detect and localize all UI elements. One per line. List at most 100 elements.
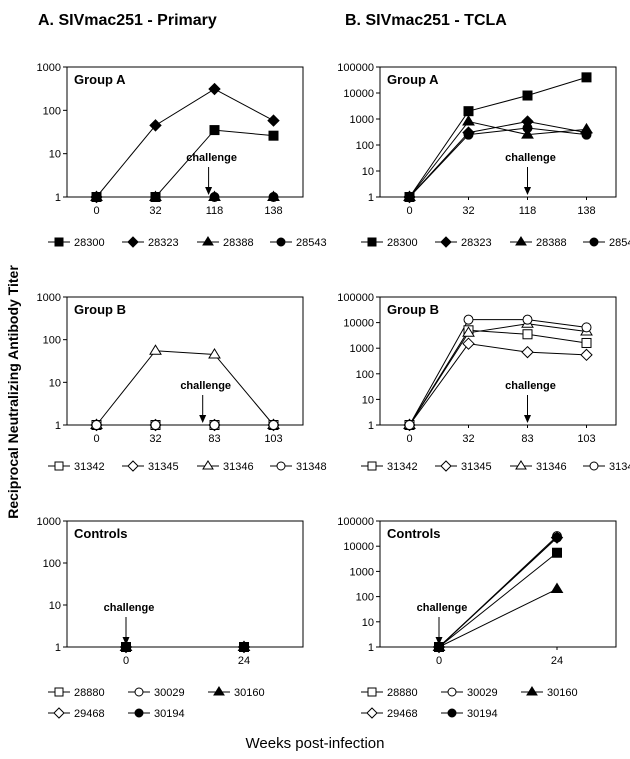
data-point-28388: [521, 128, 534, 139]
legend-marker-31345: [440, 460, 452, 472]
panel-b-group-a: 1 10 100 1000 10000 100000 0 32 118 138 Group A cha…: [337, 62, 630, 249]
challenge-label: challenge: [505, 380, 556, 392]
x-tick-label: 32: [149, 433, 161, 445]
data-point-31348: [91, 420, 102, 430]
series-line-28300: [96, 129, 274, 198]
data-point-28543: [91, 192, 102, 202]
y-tick-label: 100000: [337, 292, 374, 304]
x-tick-label: 83: [521, 433, 533, 445]
data-point-28543: [404, 192, 415, 202]
legend-marker-31346: [515, 460, 527, 470]
x-tick-label: 83: [208, 433, 220, 445]
panel-b-controls: 1 10 100 1000 10000 100000 0 24 Controls challeng…: [337, 516, 617, 720]
plot-frame: [379, 296, 617, 426]
x-tick-label: 118: [206, 205, 224, 217]
legend-marker-28300: [54, 237, 64, 247]
x-axis-title: Weeks post-infection: [245, 735, 385, 752]
y-tick-label: 10: [362, 166, 374, 178]
data-point-31346: [208, 348, 221, 359]
legend-label-31345: 31345: [461, 461, 492, 473]
legend-marker-28300: [367, 237, 377, 247]
legend-marker-30194: [447, 708, 457, 718]
x-tick-label: 103: [577, 433, 595, 445]
legend-marker-28323: [440, 236, 452, 248]
legend-marker-31342: [54, 461, 64, 471]
legend-marker-28880: [54, 687, 64, 697]
legend-marker-29468: [53, 707, 65, 719]
legend-label-30194: 30194: [154, 708, 185, 720]
series-line-28300: [409, 76, 587, 198]
data-point-31345: [580, 348, 593, 362]
data-point-28323: [267, 114, 280, 127]
legend-marker-30160: [526, 686, 538, 696]
y-tick-label: 10000: [343, 541, 374, 553]
y-tick-label: 1000: [350, 566, 374, 578]
x-tick-label: 32: [462, 205, 474, 217]
legend-label-31346: 31346: [223, 461, 254, 473]
data-point-28300: [268, 130, 279, 141]
legend-label-28880: 28880: [387, 687, 418, 699]
y-tick-label: 100: [356, 369, 374, 381]
legend-marker-29468: [366, 707, 378, 719]
y-tick-label: 10: [49, 149, 61, 161]
data-point-31348: [150, 420, 161, 430]
y-tick-label: 10000: [343, 88, 374, 100]
x-tick-label: 103: [264, 433, 282, 445]
legend-label-28543: 28543: [296, 237, 327, 249]
series-line-28880: [438, 552, 558, 648]
data-point-31348: [581, 322, 592, 333]
data-point-31348: [463, 314, 474, 325]
legend-label-28388: 28388: [536, 237, 567, 249]
x-tick-label: 0: [123, 655, 129, 667]
y-tick-label: 10: [49, 600, 61, 612]
x-tick-label: 32: [462, 433, 474, 445]
legend-marker-28323: [127, 236, 139, 248]
data-point-28300: [522, 90, 533, 101]
data-point-28880: [552, 547, 562, 558]
legend-marker-31348: [589, 461, 599, 471]
data-point-31348: [268, 420, 279, 430]
data-point-28388: [462, 115, 475, 126]
panel-group-title: Group A: [387, 72, 439, 87]
y-tick-label: 1000: [350, 343, 374, 355]
panel-a-group-b: 1 10 100 1000 0 32 83 103 Group B challenge 31342 3…: [37, 292, 327, 473]
series-line-30194: [438, 537, 558, 648]
y-tick-label: 1: [368, 420, 374, 432]
series-line-28323: [96, 88, 274, 198]
y-tick-label: 10: [49, 377, 61, 389]
data-point-28323: [208, 82, 221, 96]
data-point-31346: [149, 344, 162, 355]
legend-label-30160: 30160: [547, 687, 578, 699]
legend-label-31348: 31348: [296, 461, 327, 473]
y-tick-label: 1: [55, 420, 61, 432]
data-point-31342: [581, 337, 592, 348]
challenge-arrow-head: [199, 415, 207, 423]
x-tick-label: 138: [264, 205, 282, 217]
legend-label-28880: 28880: [74, 687, 105, 699]
y-tick-label: 100: [43, 105, 61, 117]
y-tick-label: 10000: [343, 318, 374, 330]
column-b-title: B. SIVmac251 - TCLA: [345, 12, 507, 29]
panel-group-title: Group B: [387, 302, 439, 317]
series-line-30160: [438, 588, 558, 648]
y-tick-label: 1: [55, 192, 61, 204]
legend-label-28300: 28300: [387, 237, 418, 249]
data-point-31348: [209, 420, 220, 430]
data-point-31348: [404, 420, 415, 430]
data-point-28300: [209, 125, 220, 136]
series-line-31346: [409, 323, 587, 426]
legend-marker-28388: [202, 236, 214, 246]
legend-label-31345: 31345: [148, 461, 179, 473]
data-point-28300: [581, 72, 592, 83]
challenge-arrow-head: [435, 637, 443, 645]
plot-frame: [379, 520, 617, 648]
y-tick-label: 100: [356, 592, 374, 604]
y-tick-label: 100000: [337, 516, 374, 528]
series-line-28323: [409, 121, 587, 198]
challenge-arrow-head: [205, 187, 213, 195]
data-point-28543: [209, 192, 220, 202]
data-point-31345: [521, 345, 534, 359]
y-tick-label: 100: [356, 140, 374, 152]
y-tick-label: 1000: [37, 292, 61, 304]
challenge-label: challenge: [417, 602, 468, 614]
